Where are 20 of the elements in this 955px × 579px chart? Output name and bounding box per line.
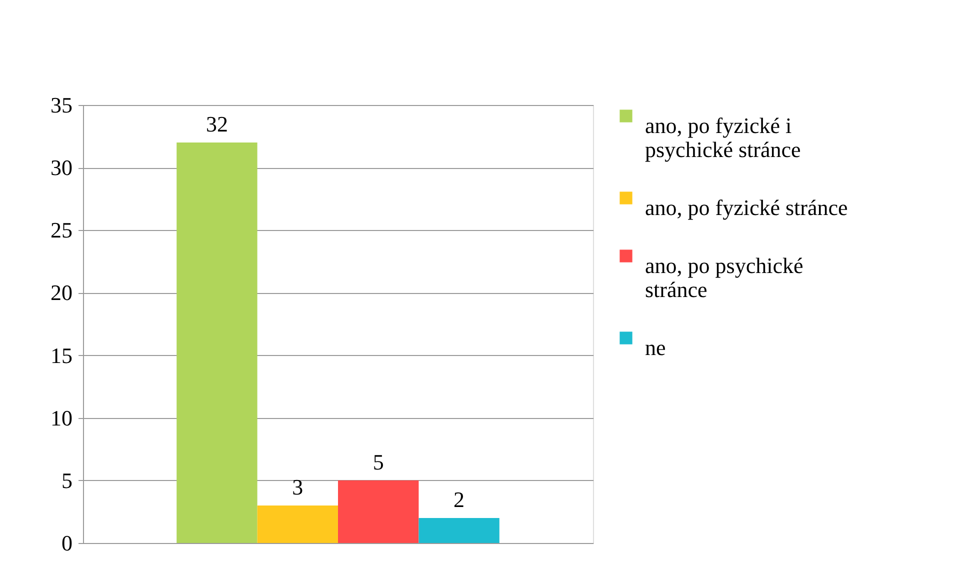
data-label: 2 <box>454 486 465 512</box>
y-tick-label: 20 <box>50 280 72 306</box>
bar <box>418 518 500 543</box>
bar <box>257 505 338 543</box>
data-label: 32 <box>206 112 228 137</box>
legend-label: ano, po psychické stránce <box>645 253 804 302</box>
y-tick-label: 15 <box>50 342 72 368</box>
legend-label: ano, po fyzické stránce <box>645 195 848 220</box>
y-tick-label: 30 <box>50 155 72 180</box>
legend-label: ne <box>645 335 666 360</box>
bar <box>338 480 419 543</box>
y-tick-label: 5 <box>62 468 72 493</box>
y-tick-label: 35 <box>50 92 72 118</box>
y-tick-label: 10 <box>50 405 72 430</box>
bar <box>176 142 258 543</box>
legend-label: ano, po fyzické i psychické stránce <box>645 113 801 162</box>
data-label: 3 <box>292 474 304 500</box>
y-tick-label: 25 <box>50 218 72 243</box>
data-label: 5 <box>372 449 384 474</box>
y-tick-label: 0 <box>62 530 72 556</box>
